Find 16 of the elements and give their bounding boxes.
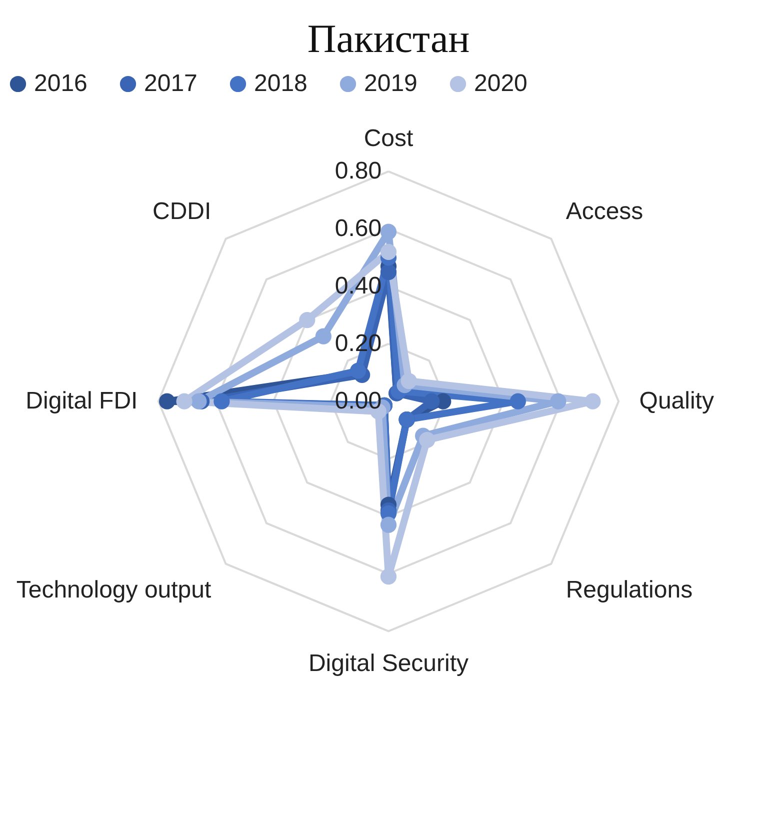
legend-label: 2020	[474, 70, 528, 97]
chart-title: Пакистан	[307, 16, 470, 61]
spoke-label: Digital FDI	[26, 387, 138, 414]
legend-label: 2017	[144, 70, 198, 97]
legend-label: 2016	[34, 70, 88, 97]
legend-label: 2019	[364, 70, 418, 97]
legend-label: 2018	[254, 70, 308, 97]
spoke-label: Regulations	[566, 576, 693, 604]
spoke-label: Access	[566, 198, 644, 226]
spoke-label: Cost	[364, 124, 414, 152]
spoke-label: Quality	[639, 387, 714, 414]
spoke-label: Digital Security	[308, 650, 469, 677]
spoke-label: CDDI	[152, 198, 212, 226]
y-tick-label: 0.80	[334, 157, 382, 184]
y-tick-label: 0.60	[334, 214, 382, 242]
spoke-label: Technology output	[16, 576, 212, 604]
